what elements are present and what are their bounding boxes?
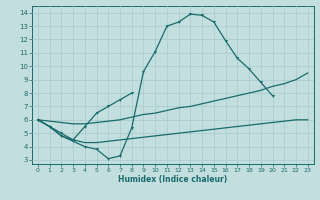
X-axis label: Humidex (Indice chaleur): Humidex (Indice chaleur) [118,175,228,184]
